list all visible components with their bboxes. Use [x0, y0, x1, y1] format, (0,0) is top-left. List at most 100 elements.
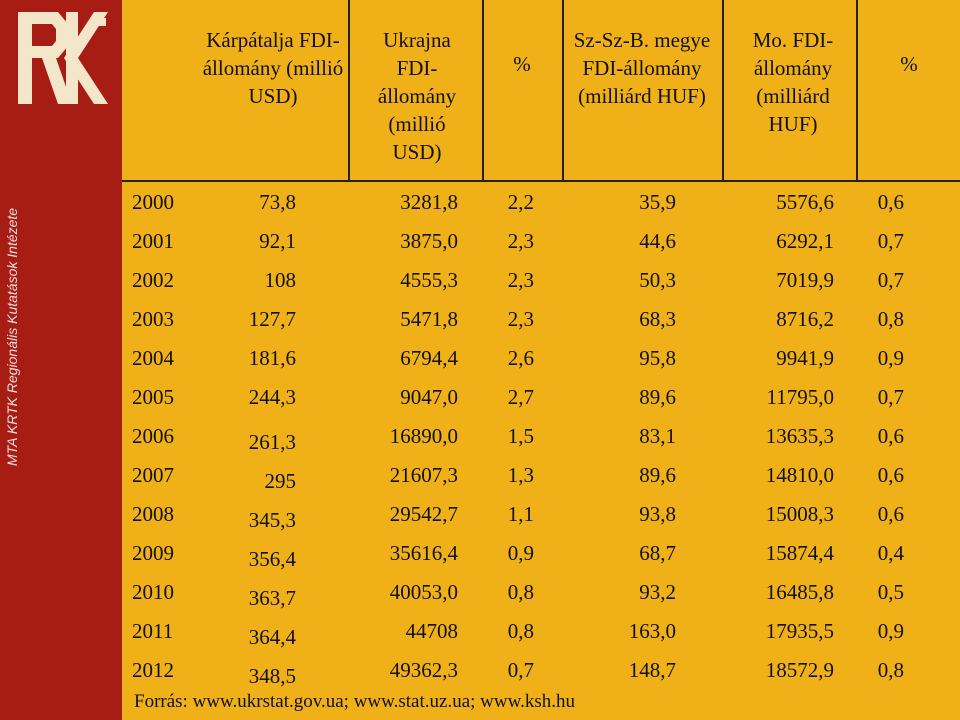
row-pct-2: 0,8 [877, 307, 904, 331]
header-szszb-fdi: Sz-Sz-B. megye FDI-állomány (milliárd HU… [573, 28, 711, 108]
table-row: 2011 364,4 44708 0,8 163,0 17935,5 0,9 [122, 611, 960, 651]
row-year: 2002 [132, 268, 174, 292]
row-pct-2: 0,7 [877, 385, 904, 409]
table-row: 2005 244,3 9047,0 2,7 89,6 11795,0 0,7 [122, 377, 960, 417]
row-szszb-fdi: 93,2 [639, 580, 676, 604]
row-pct-2: 0,6 [877, 463, 904, 487]
row-pct-1: 1,3 [507, 463, 534, 487]
row-pct-1: 0,7 [507, 658, 534, 682]
row-szszb-fdi: 50,3 [639, 268, 676, 292]
header-pct-2: % [900, 52, 918, 76]
table-row: 2004 181,6 6794,4 2,6 95,8 9941,9 0,9 [122, 338, 960, 378]
source-note: Forrás: www.ukrstat.gov.ua; www.stat.uz.… [134, 691, 575, 712]
row-karpatalja-fdi: 363,7 [248, 586, 296, 610]
row-mo-fdi: 7019,9 [776, 268, 834, 292]
row-mo-fdi: 18572,9 [765, 658, 834, 682]
table-row: 2003 127,7 5471,8 2,3 68,3 8716,2 0,8 [122, 299, 960, 339]
header-karpatalja-fdi: Kárpátalja FDI-állomány (millió USD) [202, 28, 344, 108]
row-szszb-fdi: 163,0 [628, 619, 676, 643]
row-pct-2: 0,7 [877, 268, 904, 292]
row-year: 2005 [132, 385, 174, 409]
row-karpatalja-fdi: 92,1 [259, 229, 296, 253]
row-pct-2: 0,9 [877, 619, 904, 643]
row-karpatalja-fdi: 108 [264, 268, 297, 292]
row-pct-1: 0,8 [507, 619, 534, 643]
row-ukrajna-fdi: 29542,7 [389, 502, 458, 526]
row-mo-fdi: 11795,0 [766, 385, 834, 409]
row-mo-fdi: 6292,1 [776, 229, 834, 253]
row-pct-2: 0,7 [877, 229, 904, 253]
row-karpatalja-fdi: 261,3 [248, 430, 296, 454]
divider [856, 0, 858, 180]
header-mo-fdi: Mo. FDI-állomány (milliárd HUF) [752, 28, 834, 136]
row-ukrajna-fdi: 3281,8 [400, 190, 458, 214]
row-mo-fdi: 5576,6 [776, 190, 834, 214]
row-pct-1: 2,3 [507, 229, 534, 253]
row-mo-fdi: 8716,2 [776, 307, 834, 331]
divider [722, 0, 724, 180]
row-szszb-fdi: 148,7 [628, 658, 676, 682]
header-divider [122, 180, 960, 182]
row-pct-1: 2,3 [507, 268, 534, 292]
row-karpatalja-fdi: 348,5 [248, 664, 296, 688]
row-szszb-fdi: 44,6 [639, 229, 676, 253]
row-pct-2: 0,6 [877, 190, 904, 214]
row-year: 2010 [132, 580, 174, 604]
row-ukrajna-fdi: 44708 [405, 619, 459, 643]
table-row: 2000 73,8 3281,8 2,2 35,9 5576,6 0,6 [122, 182, 960, 222]
table-row: 2002 108 4555,3 2,3 50,3 7019,9 0,7 [122, 260, 960, 300]
row-year: 2006 [132, 424, 174, 448]
row-mo-fdi: 13635,3 [765, 424, 834, 448]
row-szszb-fdi: 95,8 [639, 346, 676, 370]
row-year: 2000 [132, 190, 174, 214]
row-pct-2: 0,5 [877, 580, 904, 604]
row-karpatalja-fdi: 244,3 [248, 385, 296, 409]
row-szszb-fdi: 68,7 [639, 541, 676, 565]
row-karpatalja-fdi: 127,7 [248, 307, 296, 331]
row-pct-1: 1,5 [507, 424, 534, 448]
row-ukrajna-fdi: 16890,0 [389, 424, 458, 448]
row-karpatalja-fdi: 295 [264, 469, 297, 493]
divider [348, 0, 350, 180]
row-pct-2: 0,6 [877, 424, 904, 448]
row-mo-fdi: 15008,3 [765, 502, 834, 526]
table-row: 2001 92,1 3875,0 2,3 44,6 6292,1 0,7 [122, 221, 960, 261]
row-karpatalja-fdi: 181,6 [248, 346, 296, 370]
row-pct-1: 0,8 [507, 580, 534, 604]
row-year: 2007 [132, 463, 174, 487]
row-szszb-fdi: 68,3 [639, 307, 676, 331]
row-mo-fdi: 17935,5 [765, 619, 834, 643]
row-ukrajna-fdi: 49362,3 [389, 658, 458, 682]
row-pct-2: 0,4 [877, 541, 904, 565]
row-pct-2: 0,8 [877, 658, 904, 682]
sidebar: MTA KRTK Regionális Kutatások Intézete [0, 0, 122, 720]
table-row: 2012 348,5 49362,3 0,7 148,7 18572,9 0,8 [122, 650, 960, 690]
row-karpatalja-fdi: 356,4 [248, 547, 296, 571]
row-year: 2003 [132, 307, 174, 331]
sidebar-vertical-text: MTA KRTK Regionális Kutatások Intézete [4, 207, 20, 466]
row-year: 2011 [132, 619, 174, 643]
row-pct-1: 2,3 [507, 307, 534, 331]
row-year: 2008 [132, 502, 174, 526]
row-mo-fdi: 9941,9 [776, 346, 834, 370]
row-ukrajna-fdi: 3875,0 [400, 229, 458, 253]
row-year: 2009 [132, 541, 174, 565]
table-row: 2006 261,3 16890,0 1,5 83,1 13635,3 0,6 [122, 416, 960, 456]
divider [482, 0, 484, 180]
row-karpatalja-fdi: 73,8 [259, 190, 296, 214]
row-karpatalja-fdi: 364,4 [248, 625, 296, 649]
row-pct-1: 2,6 [507, 346, 534, 370]
row-ukrajna-fdi: 5471,8 [400, 307, 458, 331]
row-szszb-fdi: 93,8 [639, 502, 676, 526]
row-szszb-fdi: 89,6 [639, 463, 676, 487]
row-mo-fdi: 16485,8 [765, 580, 834, 604]
header-pct-1: % [513, 52, 531, 76]
row-pct-2: 0,9 [877, 346, 904, 370]
row-pct-1: 0,9 [507, 541, 534, 565]
row-szszb-fdi: 89,6 [639, 385, 676, 409]
row-year: 2001 [132, 229, 174, 253]
table-row: 2010 363,7 40053,0 0,8 93,2 16485,8 0,5 [122, 572, 960, 612]
row-szszb-fdi: 83,1 [639, 424, 676, 448]
row-ukrajna-fdi: 40053,0 [389, 580, 458, 604]
table-row: 2008 345,3 29542,7 1,1 93,8 15008,3 0,6 [122, 494, 960, 534]
